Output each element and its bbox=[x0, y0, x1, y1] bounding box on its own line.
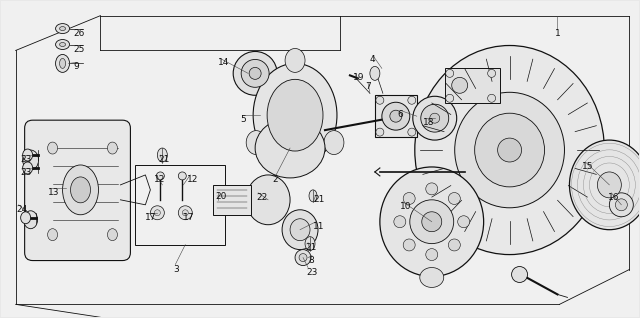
Text: 25: 25 bbox=[74, 45, 85, 53]
Ellipse shape bbox=[246, 175, 290, 225]
Text: 10: 10 bbox=[400, 202, 412, 211]
Ellipse shape bbox=[420, 267, 444, 287]
Text: 3: 3 bbox=[173, 265, 179, 273]
Ellipse shape bbox=[299, 253, 307, 261]
Ellipse shape bbox=[475, 113, 545, 187]
Text: 5: 5 bbox=[240, 115, 246, 124]
Text: 18: 18 bbox=[423, 118, 435, 127]
Ellipse shape bbox=[426, 183, 438, 195]
Ellipse shape bbox=[24, 211, 38, 229]
Ellipse shape bbox=[370, 66, 380, 80]
Text: 21: 21 bbox=[305, 243, 316, 252]
Text: 19: 19 bbox=[353, 73, 364, 82]
Ellipse shape bbox=[449, 239, 460, 251]
Ellipse shape bbox=[267, 80, 323, 151]
Ellipse shape bbox=[570, 140, 640, 230]
Ellipse shape bbox=[597, 172, 621, 198]
Text: 6: 6 bbox=[398, 110, 404, 119]
Text: 7: 7 bbox=[365, 82, 371, 91]
Ellipse shape bbox=[390, 110, 402, 122]
Text: 23: 23 bbox=[20, 155, 32, 164]
Ellipse shape bbox=[445, 69, 454, 77]
Text: 16: 16 bbox=[609, 193, 620, 202]
Ellipse shape bbox=[420, 104, 449, 132]
Ellipse shape bbox=[182, 210, 188, 216]
Text: 9: 9 bbox=[74, 62, 79, 72]
Text: 24: 24 bbox=[17, 205, 28, 214]
Ellipse shape bbox=[410, 200, 454, 244]
Ellipse shape bbox=[413, 96, 457, 140]
Ellipse shape bbox=[56, 24, 70, 34]
Text: 21: 21 bbox=[313, 195, 324, 204]
Ellipse shape bbox=[108, 142, 118, 154]
Ellipse shape bbox=[449, 192, 460, 204]
Text: 26: 26 bbox=[74, 29, 85, 38]
Ellipse shape bbox=[305, 237, 315, 251]
Ellipse shape bbox=[295, 250, 311, 266]
Ellipse shape bbox=[408, 96, 416, 104]
Ellipse shape bbox=[108, 229, 118, 241]
Ellipse shape bbox=[488, 94, 495, 102]
Text: 22: 22 bbox=[256, 193, 268, 202]
Ellipse shape bbox=[426, 249, 438, 260]
Ellipse shape bbox=[150, 206, 164, 220]
Ellipse shape bbox=[430, 113, 440, 123]
Ellipse shape bbox=[154, 210, 161, 216]
Ellipse shape bbox=[22, 162, 33, 174]
Text: 17: 17 bbox=[145, 213, 157, 222]
Ellipse shape bbox=[309, 190, 317, 202]
Text: 23: 23 bbox=[306, 267, 317, 277]
Ellipse shape bbox=[56, 54, 70, 73]
Ellipse shape bbox=[56, 39, 70, 50]
Text: 15: 15 bbox=[582, 162, 594, 171]
Ellipse shape bbox=[382, 102, 410, 130]
Ellipse shape bbox=[60, 27, 65, 31]
Ellipse shape bbox=[282, 210, 318, 250]
Ellipse shape bbox=[70, 177, 90, 203]
Ellipse shape bbox=[157, 148, 167, 162]
Ellipse shape bbox=[285, 48, 305, 73]
Ellipse shape bbox=[422, 212, 442, 232]
Ellipse shape bbox=[380, 167, 484, 276]
Ellipse shape bbox=[20, 212, 31, 224]
Text: 13: 13 bbox=[47, 188, 59, 197]
Ellipse shape bbox=[403, 192, 415, 204]
Bar bbox=[136, 165, 225, 245]
Ellipse shape bbox=[253, 63, 337, 167]
Ellipse shape bbox=[454, 92, 564, 208]
Ellipse shape bbox=[241, 59, 269, 87]
Ellipse shape bbox=[609, 193, 634, 217]
Ellipse shape bbox=[156, 172, 164, 180]
Text: 23: 23 bbox=[20, 168, 32, 177]
Text: 20: 20 bbox=[215, 192, 227, 201]
Ellipse shape bbox=[47, 229, 58, 241]
Text: 12: 12 bbox=[154, 175, 166, 184]
Bar bbox=[445, 68, 500, 103]
Ellipse shape bbox=[415, 45, 604, 255]
Text: 21: 21 bbox=[158, 155, 170, 164]
Ellipse shape bbox=[22, 150, 38, 170]
Ellipse shape bbox=[249, 67, 261, 80]
Text: 11: 11 bbox=[313, 222, 324, 231]
Text: 1: 1 bbox=[554, 29, 560, 38]
Ellipse shape bbox=[179, 206, 192, 220]
Bar bbox=[375, 95, 417, 137]
Ellipse shape bbox=[408, 128, 416, 136]
Text: 8: 8 bbox=[308, 256, 314, 265]
Ellipse shape bbox=[403, 239, 415, 251]
Text: 12: 12 bbox=[188, 175, 198, 184]
Text: 4: 4 bbox=[370, 55, 376, 65]
Ellipse shape bbox=[324, 131, 344, 155]
FancyBboxPatch shape bbox=[25, 120, 131, 260]
Ellipse shape bbox=[394, 216, 406, 228]
Ellipse shape bbox=[60, 59, 65, 68]
Ellipse shape bbox=[255, 118, 325, 178]
Bar bbox=[213, 185, 251, 215]
Ellipse shape bbox=[22, 149, 33, 161]
Ellipse shape bbox=[498, 138, 522, 162]
Ellipse shape bbox=[47, 142, 58, 154]
Ellipse shape bbox=[458, 216, 470, 228]
Ellipse shape bbox=[246, 131, 266, 155]
Ellipse shape bbox=[179, 172, 186, 180]
